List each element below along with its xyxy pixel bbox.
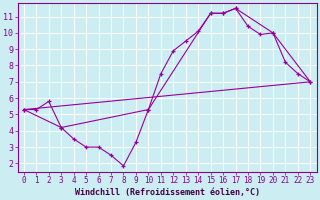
X-axis label: Windchill (Refroidissement éolien,°C): Windchill (Refroidissement éolien,°C): [75, 188, 260, 197]
